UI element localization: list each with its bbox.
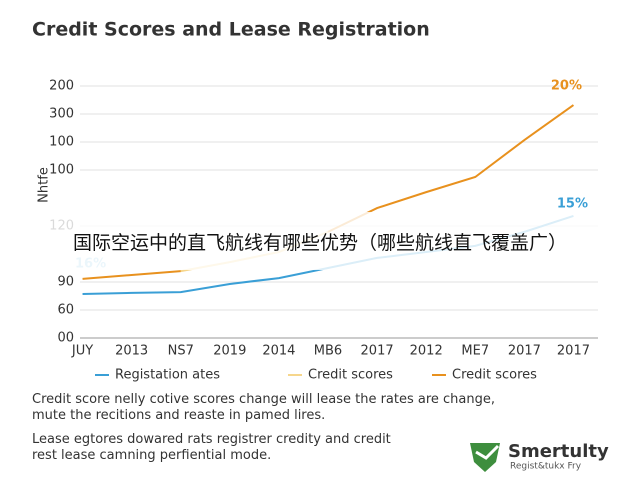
x-tick-label: 2012 bbox=[410, 344, 443, 359]
note: mute the recitions and reaste in pamed l… bbox=[32, 408, 326, 423]
y-tick-label: 100 bbox=[49, 135, 74, 150]
logo: Smertulty Regist&tukx Fry bbox=[470, 441, 609, 472]
x-tick-label: ME7 bbox=[461, 344, 489, 359]
x-tick-label: 2019 bbox=[213, 344, 246, 359]
x-tick-label: 2013 bbox=[115, 344, 148, 359]
annotation: 15% bbox=[557, 197, 588, 212]
y-tick-label: 60 bbox=[57, 303, 74, 318]
y-axis-label: Nhtfe bbox=[37, 167, 52, 203]
x-tick-label: 2017 bbox=[508, 344, 541, 359]
y-tick-label: 90 bbox=[57, 275, 74, 290]
logo-tagline: Regist&tukx Fry bbox=[510, 462, 582, 472]
x-tick-label: NS7 bbox=[168, 344, 194, 359]
x-tick-label: 2017 bbox=[557, 344, 590, 359]
y-tick-label: 100 bbox=[49, 163, 74, 178]
legend-label: Credit scores bbox=[308, 368, 393, 383]
legend-label: Registation ates bbox=[115, 368, 220, 383]
note: Lease egtores dowared rats registrer cre… bbox=[32, 432, 391, 447]
x-tick-label: 2014 bbox=[262, 344, 295, 359]
legend-label: Credit scores bbox=[452, 368, 537, 383]
x-tick-label: MB6 bbox=[314, 344, 342, 359]
x-tick-label: 2017 bbox=[361, 344, 394, 359]
logo-name: Smertulty bbox=[508, 441, 609, 462]
note: Credit score nelly cotive scores change … bbox=[32, 392, 496, 407]
note: rest lease camning perfiential mode. bbox=[32, 448, 272, 463]
logo-check bbox=[475, 444, 500, 460]
annotation: 20% bbox=[551, 79, 582, 94]
y-tick-label: 00 bbox=[57, 331, 74, 346]
y-tick-label: 300 bbox=[49, 107, 74, 122]
banner: 国际空运中的直飞航线有哪些优势（哪些航线直飞覆盖广） bbox=[0, 212, 640, 270]
chart-title: Credit Scores and Lease Registration bbox=[32, 19, 430, 41]
x-tick-label: JUY bbox=[71, 344, 93, 359]
y-tick-label: 200 bbox=[49, 79, 74, 94]
